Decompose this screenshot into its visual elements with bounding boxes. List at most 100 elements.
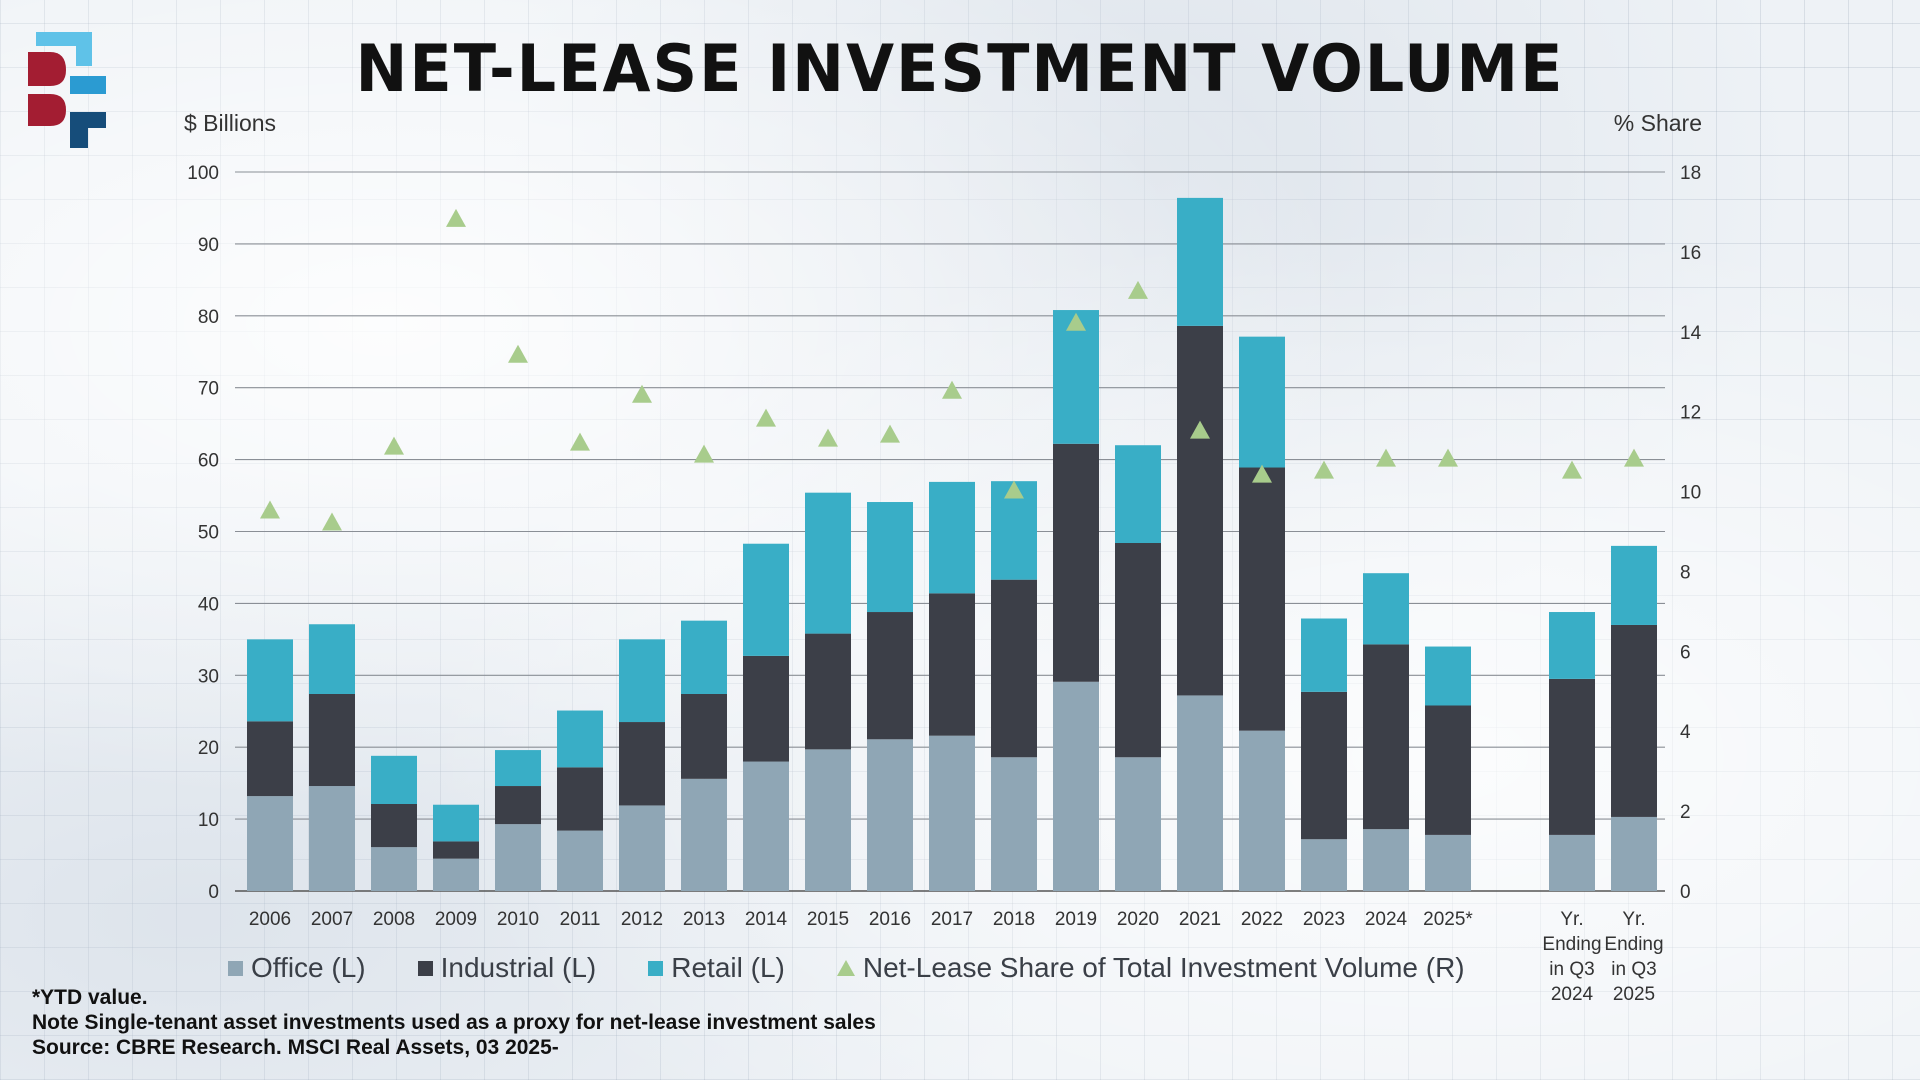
x-tick-label: 2013 — [683, 909, 725, 930]
legend-item-retail: Retail (L) — [648, 952, 785, 984]
bar-office — [247, 796, 293, 891]
bar-office — [557, 830, 603, 891]
bar-industrial — [1363, 644, 1409, 830]
x-tick-label-line: in Q3 — [1549, 959, 1594, 980]
bar-office — [433, 858, 479, 891]
share-triangle-point — [942, 380, 962, 399]
bar-office — [1177, 695, 1223, 891]
bar-retail — [309, 624, 355, 694]
logo-dark-blue-shape — [70, 112, 106, 148]
bar-industrial — [1053, 443, 1099, 682]
legend-item-industrial: Industrial (L) — [417, 952, 597, 984]
bar-industrial — [991, 579, 1037, 758]
share-triangle-point — [384, 436, 404, 455]
footnote-note: Note Single-tenant asset investments use… — [32, 1011, 876, 1034]
logo-light-blue-bar — [36, 32, 78, 46]
x-tick-label: 2014 — [745, 909, 788, 930]
x-tick-label-line: 2022 — [1241, 909, 1283, 930]
bar-office — [991, 757, 1037, 891]
bar-retail — [433, 804, 479, 842]
x-tick-label-line: 2006 — [249, 909, 291, 930]
legend-label-office: Office (L) — [251, 952, 366, 983]
x-tick-label-line: 2015 — [807, 909, 849, 930]
x-tick-label: 2006 — [249, 909, 291, 930]
logo-red-top — [28, 52, 66, 86]
x-tick-label-line: Ending — [1604, 934, 1663, 955]
bar-industrial — [495, 786, 541, 825]
y-tick-label-left: 90 — [198, 235, 219, 256]
x-tick-label: 2010 — [497, 909, 539, 930]
share-triangle-point — [1252, 464, 1272, 483]
bar-office — [1363, 829, 1409, 891]
chart-legend: Office (L) Industrial (L) Retail (L) Net… — [228, 952, 1465, 984]
share-triangle-point — [880, 424, 900, 443]
x-tick-label: 2025* — [1423, 909, 1473, 930]
logo-light-blue-cap — [76, 32, 92, 66]
y-tick-label-left: 40 — [198, 594, 219, 615]
bar-retail — [743, 543, 789, 656]
right-axis-title: % Share — [1613, 110, 1702, 136]
x-tick-label-line: 2011 — [560, 909, 601, 930]
x-tick-label: 2012 — [621, 909, 663, 930]
x-tick-label: 2019 — [1055, 909, 1097, 930]
y-tick-label-right: 4 — [1680, 722, 1691, 743]
y-tick-label-right: 18 — [1680, 163, 1701, 184]
bar-retail — [1301, 618, 1347, 692]
x-tick-label-line: 2019 — [1055, 909, 1097, 930]
x-tick-label-line: 2025 — [1613, 984, 1655, 1005]
x-tick-label: 2024 — [1365, 909, 1408, 930]
bar-retail — [1363, 573, 1409, 645]
bar-industrial — [805, 633, 851, 750]
legend-label-industrial: Industrial (L) — [440, 952, 597, 983]
bar-retail — [557, 710, 603, 768]
share-triangle-point — [508, 344, 528, 363]
y-tick-label-left: 10 — [198, 810, 219, 831]
x-tick-label: 2023 — [1303, 909, 1345, 930]
x-tick-label-line: 2020 — [1117, 909, 1159, 930]
x-tick-label: 2022 — [1241, 909, 1283, 930]
x-tick-label-line: 2024 — [1365, 909, 1408, 930]
bar-industrial — [557, 767, 603, 831]
bar-industrial — [743, 655, 789, 762]
footnote-ytd: *YTD value. — [32, 986, 148, 1009]
share-triangle-point — [1624, 448, 1644, 467]
y-tick-label-left: 30 — [198, 666, 219, 687]
share-triangle-point — [694, 444, 714, 463]
x-tick-label-line: 2009 — [435, 909, 477, 930]
bar-office — [619, 805, 665, 891]
bar-office — [309, 786, 355, 891]
bar-retail — [1239, 336, 1285, 468]
logo-mid-blue-bar — [70, 76, 106, 94]
bar-office — [743, 761, 789, 891]
share-triangle-point — [1376, 448, 1396, 467]
y-tick-label-right: 8 — [1680, 562, 1691, 583]
y-tick-label-right: 6 — [1680, 642, 1691, 663]
y-tick-label-right: 0 — [1680, 882, 1691, 903]
bar-retail — [371, 755, 417, 805]
bar-industrial — [681, 693, 727, 779]
x-tick-label: 2017 — [931, 909, 973, 930]
legend-label-share: Net-Lease Share of Total Investment Volu… — [862, 952, 1465, 983]
x-tick-label-line: 2013 — [683, 909, 725, 930]
bar-office — [1611, 816, 1657, 891]
x-tick-label: 2021 — [1179, 909, 1221, 930]
share-triangle-point — [570, 432, 590, 451]
y-tick-label-left: 0 — [208, 882, 219, 903]
bar-industrial — [929, 593, 975, 736]
bar-industrial — [867, 612, 913, 740]
y-tick-label-left: 80 — [198, 307, 219, 328]
x-tick-label-line: 2018 — [993, 909, 1035, 930]
y-tick-label-right: 16 — [1680, 243, 1701, 264]
legend-item-office: Office (L) — [228, 952, 366, 984]
bar-industrial — [309, 693, 355, 787]
bar-office — [371, 847, 417, 891]
share-triangle-point — [446, 208, 466, 227]
bar-industrial — [1115, 543, 1161, 758]
x-tick-label-line: 2007 — [311, 909, 353, 930]
bar-retail — [1053, 310, 1099, 444]
x-tick-label: 2008 — [373, 909, 415, 930]
x-tick-label-line: 2010 — [497, 909, 539, 930]
x-tick-label-line: 2012 — [621, 909, 663, 930]
page-title: NET-LEASE INVESTMENT VOLUME — [355, 30, 1565, 107]
